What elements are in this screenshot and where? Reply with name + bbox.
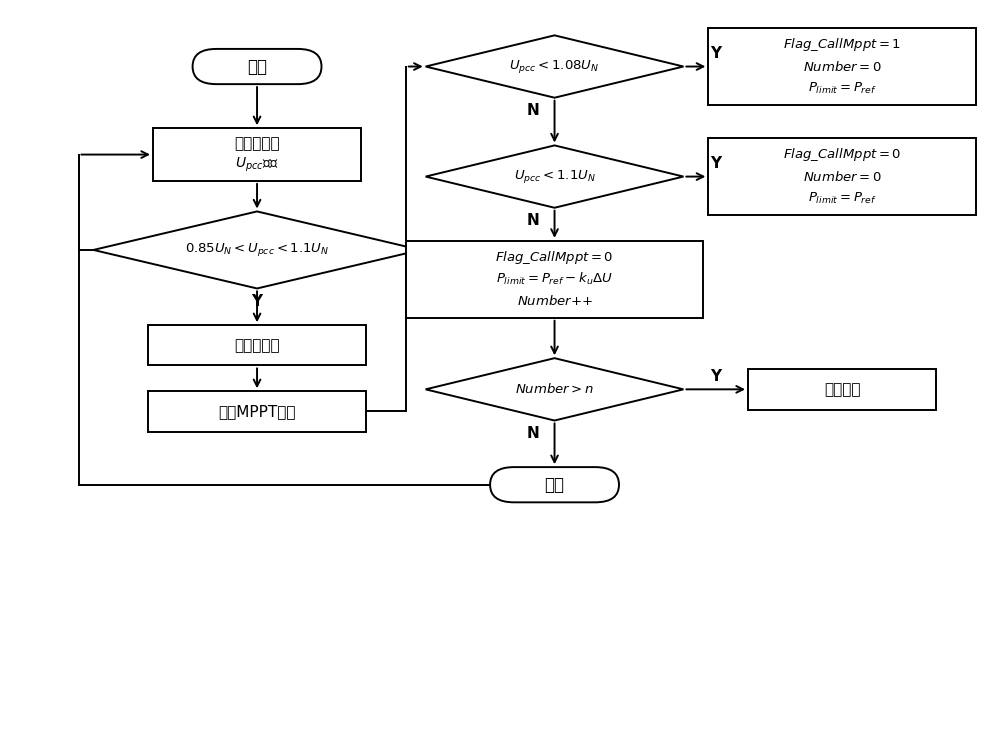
Bar: [708, 28, 976, 105]
Bar: [708, 138, 976, 215]
Text: $U_{pcc}$采样: $U_{pcc}$采样: [235, 156, 279, 174]
Text: 进行MPPT跟踪: 进行MPPT跟踪: [218, 404, 296, 418]
FancyBboxPatch shape: [193, 49, 322, 84]
Text: $Flag\_CallMppt = 0$: $Flag\_CallMppt = 0$: [495, 249, 614, 266]
Text: $P_{limit} = P_{ref}$: $P_{limit} = P_{ref}$: [808, 81, 877, 96]
Text: 开始: 开始: [247, 58, 267, 76]
Text: $Number = 0$: $Number = 0$: [803, 170, 882, 183]
Bar: [153, 128, 361, 181]
Bar: [148, 325, 366, 366]
Text: 逆变器启动: 逆变器启动: [234, 338, 280, 353]
Bar: [148, 391, 366, 432]
Text: Y: Y: [710, 46, 721, 61]
Bar: [406, 240, 703, 318]
Polygon shape: [93, 211, 421, 289]
Text: $Flag\_CallMppt = 1$: $Flag\_CallMppt = 1$: [783, 36, 901, 53]
Text: $Number = 0$: $Number = 0$: [803, 59, 882, 73]
Text: $Number$++: $Number$++: [517, 295, 593, 309]
Polygon shape: [426, 145, 683, 208]
Text: N: N: [526, 214, 539, 229]
Bar: [748, 370, 936, 410]
Text: 过压保护: 过压保护: [824, 382, 860, 397]
Text: $U_{pcc} < 1.1U_N$: $U_{pcc} < 1.1U_N$: [514, 168, 595, 185]
Text: $P_{limit} = P_{ref} - k_u\Delta U$: $P_{limit} = P_{ref} - k_u\Delta U$: [496, 272, 613, 287]
Text: N: N: [526, 426, 539, 441]
Text: 返回: 返回: [545, 476, 565, 493]
Text: Y: Y: [710, 156, 721, 171]
Text: Y: Y: [251, 294, 263, 309]
FancyBboxPatch shape: [490, 467, 619, 502]
Text: $Number > n$: $Number > n$: [515, 382, 594, 396]
Text: 接入点电压: 接入点电压: [234, 137, 280, 151]
Text: $Flag\_CallMppt = 0$: $Flag\_CallMppt = 0$: [783, 146, 901, 163]
Text: $0.85U_N < U_{pcc} < 1.1U_N$: $0.85U_N < U_{pcc} < 1.1U_N$: [185, 241, 329, 258]
Text: N: N: [526, 103, 539, 119]
Text: Y: Y: [710, 369, 721, 384]
Polygon shape: [426, 36, 683, 98]
Polygon shape: [426, 358, 683, 421]
Text: $U_{pcc} < 1.08U_N$: $U_{pcc} < 1.08U_N$: [509, 58, 600, 75]
Text: $P_{limit} = P_{ref}$: $P_{limit} = P_{ref}$: [808, 191, 877, 206]
